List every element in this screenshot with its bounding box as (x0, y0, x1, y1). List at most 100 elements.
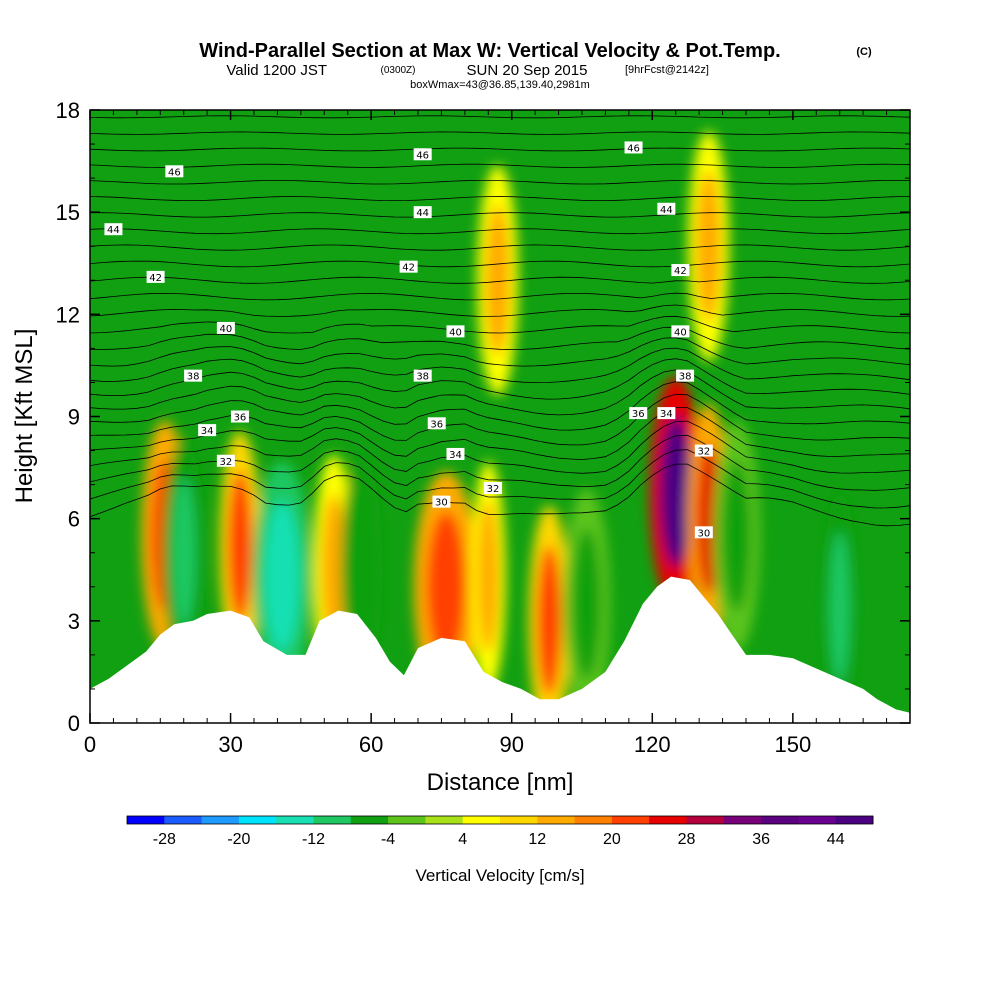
contour-label: 34 (446, 447, 465, 461)
contour-label-text: 38 (187, 372, 200, 383)
contour-label: 46 (413, 148, 432, 161)
isentrope-line (90, 420, 910, 474)
contour-label: 36 (230, 410, 249, 424)
contour-label-text: 32 (220, 457, 233, 468)
contour-label-text: 40 (220, 324, 233, 335)
colorbar-swatch (611, 816, 650, 824)
contour-label-text: 32 (487, 484, 500, 495)
contour-label-box (446, 447, 465, 460)
contour-label-box (694, 526, 713, 539)
contour-label: 46 (624, 141, 643, 154)
contour-label: 36 (629, 407, 648, 420)
contour-label-text: 34 (660, 409, 673, 420)
contour-label-text: 38 (679, 372, 692, 383)
contour-label-text: 34 (201, 426, 214, 437)
isentrope-line (90, 358, 910, 400)
velocity-cell (572, 528, 601, 680)
colorbar-swatch (425, 816, 464, 824)
contour-label: 38 (413, 369, 432, 383)
isentrope-line (90, 463, 910, 527)
contour-label-box (624, 141, 643, 154)
contour-label-box (399, 260, 418, 273)
contour-label-box (198, 424, 217, 437)
contour-label-box (432, 495, 451, 508)
contour-label-box (657, 407, 676, 420)
valid-time-line: Valid 1200 JST (0300Z) SUN 20 Sep 2015 [… (226, 62, 709, 79)
isentrope-line (90, 147, 910, 152)
colorbar-swatch (313, 816, 352, 824)
contour-label-box (671, 325, 690, 338)
isentrope-line (90, 369, 910, 416)
isentrope-line (90, 326, 910, 350)
velocity-cell (321, 494, 346, 646)
colorbar-frame (126, 815, 874, 825)
colorbar-swatch (462, 816, 501, 824)
colorbar-swatch (649, 816, 687, 824)
contour-label: 34 (198, 424, 217, 437)
forecast-info: [9hrFcst@2142z] (625, 64, 709, 76)
contour-label-text: 32 (697, 447, 710, 458)
y-tick-label: 0 (68, 711, 80, 736)
colorbar-tick-label: 12 (528, 831, 546, 848)
contour-label-box (657, 202, 676, 215)
isentrope-line (90, 407, 910, 460)
isentrope-line (90, 347, 910, 384)
contour-label-text: 36 (430, 419, 443, 430)
velocity-cell (426, 511, 466, 663)
chart-title: Wind-Parallel Section at Max W: Vertical… (199, 40, 780, 62)
contour-label-box (230, 410, 249, 423)
contour-label-text: 44 (107, 225, 120, 236)
contour-label-text: 42 (674, 266, 687, 277)
contour-label: 42 (399, 260, 418, 274)
contour-label: 42 (671, 264, 690, 277)
isentrope-line (90, 115, 910, 119)
colorbar-swatch (238, 816, 277, 824)
contour-label-box (629, 407, 648, 420)
contour-label: 30 (432, 495, 451, 509)
contour-label-text: 30 (435, 498, 448, 509)
valid-prefix: Valid 1200 JST (226, 62, 327, 79)
x-tick-label: 30 (218, 732, 242, 757)
contour-label-box (446, 325, 465, 338)
colorbar: -28 -20 -12 -4 4 12 20 28 36 44 (126, 815, 874, 848)
contour-label-text: 42 (402, 263, 415, 274)
contour-label: 36 (427, 417, 446, 430)
contour-label-text: 36 (632, 409, 645, 420)
y-tick-label: 12 (56, 302, 80, 327)
contour-label: 30 (694, 526, 713, 539)
contour-label-box (676, 369, 695, 382)
colorbar-tick-label: 20 (603, 831, 621, 848)
velocity-cell (264, 501, 300, 652)
colorbar-tick-label: 28 (678, 831, 696, 848)
colorbar-swatch (761, 816, 799, 824)
velocity-cell (349, 494, 375, 646)
contour-label-text: 40 (674, 327, 687, 338)
colorbar-swatch (350, 816, 389, 824)
isentrope-line (90, 304, 910, 317)
contour-label: 40 (446, 325, 465, 338)
x-axis-label: Distance [nm] (427, 769, 574, 796)
potential-temperature-contours (90, 115, 910, 527)
colorbar-swatch (164, 816, 203, 824)
contour-label-text: 38 (416, 372, 429, 383)
colorbar-swatch (537, 816, 576, 824)
isentrope-line (90, 163, 910, 168)
contour-label-text: 30 (697, 528, 710, 539)
contour-label: 44 (413, 206, 432, 219)
velocity-cell (227, 470, 253, 622)
contour-label-text: 44 (416, 208, 429, 219)
colorbar-tick-label: 36 (752, 831, 770, 848)
velocity-cell (659, 416, 692, 567)
valid-utc: (0300Z) (380, 65, 415, 76)
contour-label: 42 (146, 270, 165, 284)
contour-label-box (184, 369, 203, 382)
colorbar-swatch (127, 816, 165, 824)
contour-label: 34 (657, 407, 676, 420)
contour-label-box (483, 482, 502, 495)
contour-label: 32 (216, 454, 235, 468)
velocity-cell (829, 531, 851, 683)
isentrope-line (90, 131, 910, 135)
velocity-cell (536, 545, 562, 697)
